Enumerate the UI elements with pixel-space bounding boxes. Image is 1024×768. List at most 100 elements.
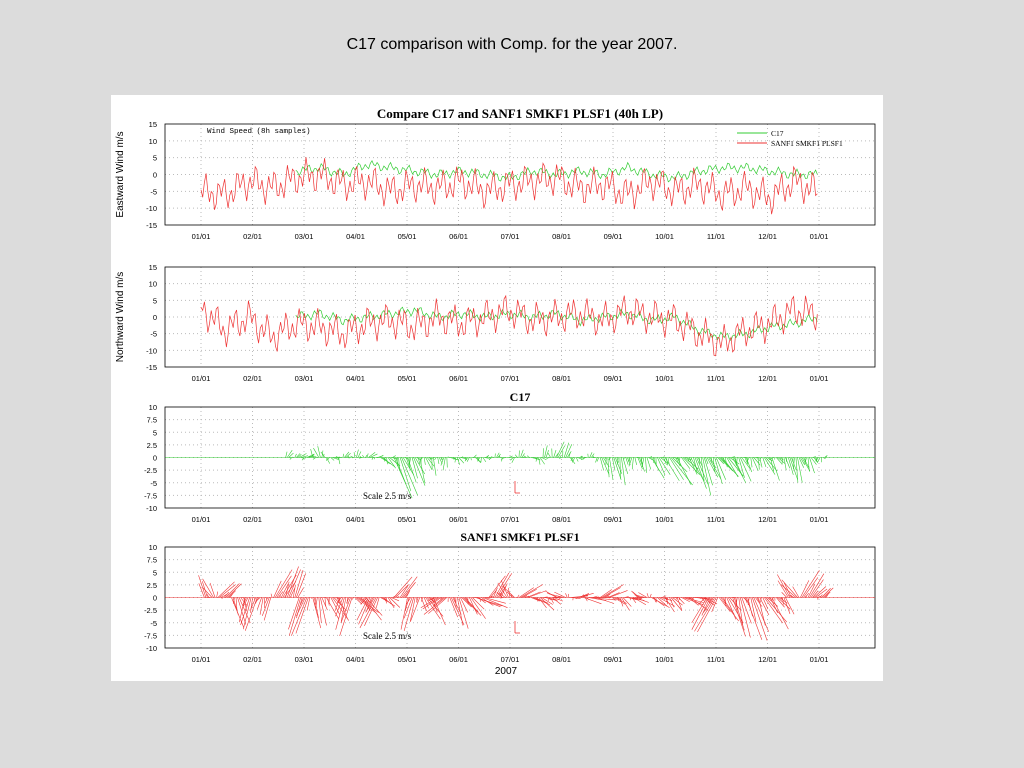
- plot-frame-0: [164, 123, 876, 226]
- wind-stick: [500, 580, 509, 598]
- wind-stick: [744, 457, 748, 464]
- wind-stick: [800, 457, 805, 466]
- wind-stick: [565, 444, 573, 458]
- wind-stick: [336, 597, 341, 604]
- wind-stick: [589, 597, 617, 601]
- wind-stick: [612, 597, 617, 601]
- wind-stick: [815, 457, 819, 462]
- x-tick-label: 08/01: [552, 515, 571, 524]
- wind-stick: [570, 457, 574, 461]
- wind-stick: [780, 597, 783, 600]
- y-tick-label: 5: [153, 154, 157, 163]
- wind-stick: [419, 457, 423, 461]
- wind-stick: [666, 457, 669, 466]
- wind-stick: [232, 597, 235, 604]
- wind-stick: [750, 457, 753, 468]
- y-tick-label: -10: [146, 346, 157, 355]
- wind-stick: [440, 457, 445, 466]
- wind-stick: [557, 445, 566, 458]
- wind-stick: [395, 584, 409, 598]
- wind-stick: [500, 457, 505, 460]
- wind-stick: [499, 592, 506, 598]
- wind-stick: [582, 595, 588, 598]
- y-tick-label: -15: [146, 221, 157, 230]
- y-tick-label: -7.5: [144, 491, 157, 500]
- wind-stick: [296, 597, 303, 619]
- x-tick-label: 01/01: [810, 655, 829, 664]
- wind-stick: [312, 597, 322, 629]
- wind-stick: [209, 582, 216, 598]
- wind-stick: [465, 457, 467, 461]
- wind-stick: [289, 457, 292, 460]
- wind-stick: [764, 457, 776, 475]
- wind-stick: [595, 597, 615, 604]
- wind-stick: [572, 457, 575, 462]
- wind-stick: [691, 597, 709, 630]
- chart-title-3: SANF1 SMKF1 PLSF1: [460, 530, 579, 544]
- y-tick-label: 15: [149, 263, 157, 272]
- wind-stick: [242, 597, 247, 606]
- wind-stick: [779, 457, 784, 461]
- wind-stick: [261, 597, 270, 616]
- wind-stick: [753, 597, 769, 632]
- wind-stick: [621, 457, 626, 486]
- wind-stick: [461, 597, 472, 608]
- y-tick-label: 0: [153, 454, 157, 463]
- wind-stick: [300, 597, 305, 605]
- wind-stick: [554, 591, 566, 598]
- wind-stick: [327, 597, 330, 606]
- wind-stick: [442, 457, 446, 471]
- wind-stick: [608, 597, 611, 599]
- wind-stick: [290, 596, 293, 598]
- wind-stick: [709, 457, 717, 469]
- wind-stick: [726, 457, 739, 478]
- x-tick-label: 08/01: [552, 232, 571, 241]
- wind-stick: [678, 457, 681, 465]
- wind-stick: [693, 457, 698, 473]
- wind-stick: [604, 593, 611, 598]
- wind-stick: [672, 597, 683, 606]
- wind-stick: [634, 597, 649, 603]
- wind-stick: [580, 455, 583, 458]
- x-tick-label: 01/01: [192, 232, 211, 241]
- wind-stick: [299, 453, 307, 458]
- wind-stick: [364, 597, 378, 627]
- wind-stick: [804, 592, 810, 598]
- x-tick-label: 07/01: [501, 374, 520, 383]
- wind-stick: [672, 457, 688, 473]
- wind-stick: [496, 592, 503, 598]
- wind-stick: [810, 579, 824, 598]
- wind-stick: [458, 597, 469, 629]
- wind-stick: [225, 583, 240, 598]
- x-tick-label: 03/01: [295, 232, 314, 241]
- wind-stick: [295, 597, 309, 634]
- wind-stick: [391, 597, 400, 602]
- wind-stick: [440, 597, 443, 600]
- wind-stick: [747, 597, 753, 617]
- wind-stick: [809, 573, 825, 598]
- wind-stick: [300, 455, 309, 458]
- y-tick-label: 0: [153, 313, 157, 322]
- wind-stick: [378, 454, 384, 458]
- wind-stick: [589, 452, 593, 458]
- y-tick-label: 7.5: [147, 556, 157, 565]
- wind-stick: [591, 453, 595, 458]
- wind-stick: [747, 597, 750, 606]
- wind-stick: [705, 457, 709, 465]
- wind-stick: [528, 456, 530, 458]
- wind-stick: [413, 457, 426, 486]
- wind-stick: [457, 597, 464, 626]
- wind-stick: [387, 597, 395, 609]
- wind-stick: [584, 597, 588, 602]
- wind-stick: [347, 455, 350, 458]
- wind-stick: [824, 455, 828, 458]
- wind-stick: [646, 457, 652, 470]
- wind-stick: [795, 457, 799, 483]
- wind-stick: [431, 457, 435, 459]
- wind-stick: [399, 584, 409, 598]
- wind-stick: [777, 580, 789, 598]
- wind-stick: [553, 450, 557, 458]
- wind-stick: [386, 457, 388, 465]
- wind-stick: [336, 597, 342, 603]
- y-tick-label: 2.5: [147, 581, 157, 590]
